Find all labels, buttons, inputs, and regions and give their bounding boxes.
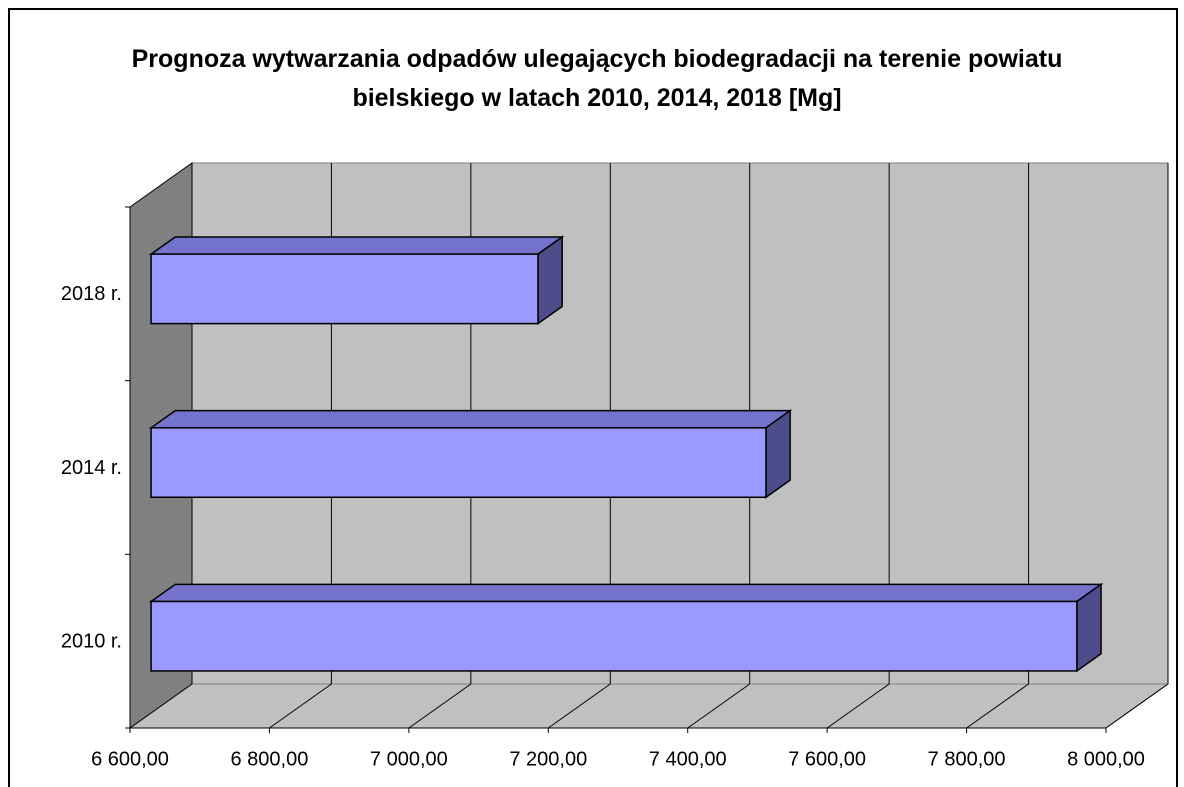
floor-grid-line (129, 683, 193, 729)
bar-top (148, 583, 1104, 603)
bar (150, 427, 767, 499)
y-tick-label: 2010 r. (61, 630, 122, 652)
floor-grid-line (408, 683, 472, 729)
x-tick-label: 8 000,00 (1067, 748, 1145, 770)
x-tick-label: 6 600,00 (91, 748, 169, 770)
bar (150, 600, 1078, 672)
floor-grid-line (687, 683, 751, 729)
floor-grid-line (269, 683, 332, 729)
chart-border (8, 8, 1178, 787)
floor (128, 683, 1170, 729)
x-tick-label: 7 000,00 (370, 748, 448, 770)
y-tick-label: 2018 r. (61, 283, 122, 305)
x-tick-label: 7 200,00 (509, 748, 587, 770)
floor-grid-line (826, 683, 890, 729)
bar-top (148, 409, 793, 429)
x-tick-label: 7 600,00 (788, 748, 866, 770)
y-tick-label: 2014 r. (61, 457, 122, 479)
x-tick-label: 6 800,00 (230, 748, 308, 770)
bar (150, 253, 539, 325)
bar-top (148, 236, 565, 255)
chart-title: Prognoza wytwarzania odpadów ulegających… (131, 45, 1063, 112)
floor-grid-line (1105, 683, 1169, 729)
floor-grid-line (547, 683, 611, 729)
x-tick-label: 7 400,00 (649, 748, 727, 770)
floor-grid-line (966, 683, 1029, 729)
x-tick-label: 7 800,00 (928, 748, 1006, 770)
